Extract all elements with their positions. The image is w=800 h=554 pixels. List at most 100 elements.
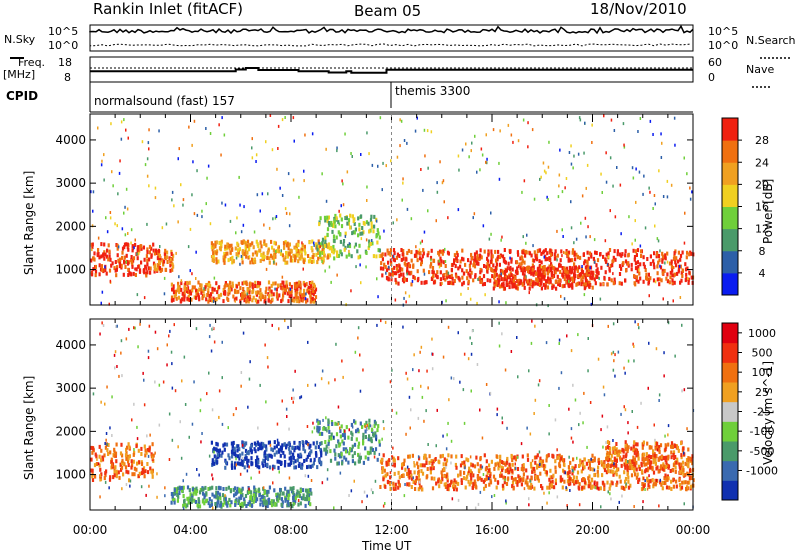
heatmap-cell: [389, 251, 392, 256]
heatmap-cell: [217, 449, 220, 453]
heatmap-cell: [393, 462, 396, 467]
heatmap-cell: [462, 280, 465, 285]
heatmap-cell: [401, 252, 404, 257]
heatmap-cell: [171, 362, 173, 366]
heatmap-cell: [654, 462, 657, 466]
heatmap-cell: [550, 270, 553, 275]
heatmap-cell: [113, 353, 116, 357]
heatmap-cell: [231, 247, 234, 251]
heatmap-cell: [126, 445, 129, 450]
heatmap-cell: [565, 266, 569, 271]
heatmap-cell: [327, 381, 330, 385]
heatmap-cell: [525, 241, 527, 245]
heatmap-cell: [552, 265, 555, 270]
heatmap-cell: [498, 344, 501, 348]
heatmap-cell: [228, 243, 231, 248]
heatmap-cell: [291, 396, 293, 400]
heatmap-cell: [568, 250, 571, 255]
heatmap-cell: [254, 498, 257, 503]
heatmap-cell: [378, 439, 381, 444]
heatmap-cell: [430, 248, 433, 253]
heatmap-cell: [125, 242, 128, 247]
heatmap-cell: [432, 274, 435, 279]
heatmap-cell: [290, 294, 293, 299]
heatmap-cell: [148, 448, 151, 453]
heatmap-cell: [504, 271, 507, 276]
heatmap-cell: [659, 265, 663, 270]
heatmap-cell: [470, 352, 473, 356]
heatmap-cell: [116, 246, 119, 251]
heatmap-cell: [461, 275, 464, 280]
heatmap-cell: [618, 474, 621, 479]
heatmap-cell: [425, 461, 428, 465]
heatmap-cell: [621, 494, 623, 498]
heatmap-cell: [195, 295, 198, 300]
heatmap-cell: [325, 199, 328, 203]
heatmap-cell: [551, 479, 554, 484]
heatmap-cell: [118, 475, 121, 480]
heatmap-cell: [298, 284, 301, 288]
heatmap-cell: [670, 455, 673, 460]
heatmap-cell: [591, 123, 593, 127]
heatmap-cell: [495, 272, 498, 277]
heatmap-cell: [233, 486, 237, 491]
heatmap-cell: [252, 287, 255, 292]
heatmap-cell: [669, 270, 672, 275]
heatmap-cell: [524, 276, 526, 280]
heatmap-cell: [380, 253, 383, 258]
heatmap-cell: [602, 445, 604, 449]
heatmap-cell: [616, 249, 619, 254]
heatmap-cell: [671, 273, 674, 278]
heatmap-cell: [358, 454, 361, 459]
heatmap-cell: [385, 460, 388, 465]
heatmap-cell: [238, 496, 241, 501]
heatmap-cell: [218, 494, 222, 499]
heatmap-cell: [435, 444, 437, 448]
heatmap-cell: [98, 444, 101, 449]
heatmap-cell: [522, 118, 525, 122]
heatmap-cell: [683, 388, 686, 392]
heatmap-cell: [337, 422, 339, 426]
heatmap-cell: [102, 324, 105, 327]
heatmap-cell: [672, 463, 675, 468]
heatmap-cell: [443, 467, 446, 471]
heatmap-cell: [633, 359, 635, 363]
heatmap-cell: [469, 336, 471, 340]
heatmap-cell: [211, 473, 213, 477]
heatmap-cell: [680, 271, 683, 276]
heatmap-cell: [322, 418, 324, 422]
heatmap-cell: [621, 447, 624, 452]
heatmap-cell: [546, 271, 550, 276]
heatmap-cell: [115, 442, 118, 447]
heatmap-cell: [423, 272, 426, 276]
heatmap-cell: [635, 278, 638, 283]
heatmap-cell: [633, 344, 635, 348]
heatmap-cell: [634, 282, 637, 287]
heatmap-cell: [648, 341, 650, 345]
heatmap-cell: [285, 250, 288, 255]
heatmap-cell: [450, 281, 453, 286]
heatmap-cell: [550, 273, 553, 278]
heatmap-cell: [295, 296, 298, 301]
heatmap-cell: [139, 322, 141, 326]
heatmap-cell: [103, 256, 106, 261]
heatmap-cell: [145, 273, 148, 278]
heatmap-cell: [333, 448, 336, 453]
heatmap-cell: [553, 485, 556, 490]
heatmap-cell: [518, 262, 521, 267]
heatmap-cell: [559, 148, 561, 152]
heatmap-cell: [583, 151, 585, 155]
heatmap-cell: [246, 490, 249, 495]
heatmap-cell: [175, 251, 177, 255]
heatmap-cell: [269, 453, 272, 458]
heatmap-cell: [344, 234, 347, 238]
heatmap-cell: [677, 250, 680, 255]
heatmap-cell: [216, 290, 219, 295]
heatmap-cell: [303, 449, 307, 454]
heatmap-cell: [300, 247, 303, 252]
heatmap-cell: [612, 446, 615, 451]
heatmap-cell: [214, 298, 217, 302]
heatmap-cell: [173, 323, 175, 327]
heatmap-cell: [478, 253, 481, 258]
heatmap-cell: [191, 193, 193, 197]
